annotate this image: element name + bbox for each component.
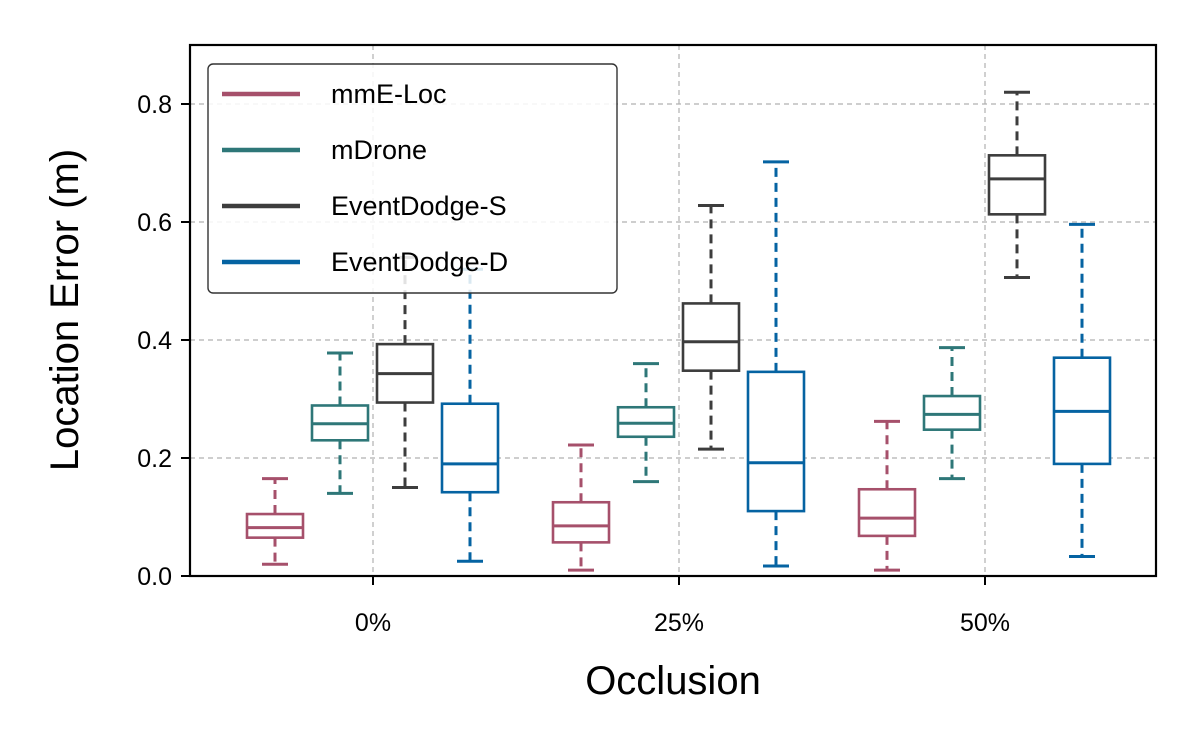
box-mme-loc-50pct (857, 419, 917, 572)
box-eventdodge-d-25pct (746, 160, 806, 568)
y-tick-label: 0.2 (137, 445, 172, 473)
legend: mmE-Loc mDrone EventDodge-S EventDodge-D (207, 63, 618, 294)
x-tick-label: 50% (960, 609, 1010, 637)
legend-entry: EventDodge-S (222, 191, 507, 221)
iqr-box (746, 370, 806, 513)
legend-entry: mDrone (222, 135, 427, 165)
box-mme-loc-0pct (245, 477, 305, 566)
plot-frame (188, 43, 1158, 578)
iqr-box (681, 302, 741, 372)
box-mme-loc-25pct (551, 443, 611, 572)
box-eventdodge-s-0pct (375, 255, 435, 489)
legend-entry: mmE-Loc (222, 79, 447, 109)
y-axis-title: Location Error (m) (43, 149, 87, 471)
x-tick-label: 25% (654, 609, 704, 637)
box-mdrone-50pct (922, 346, 982, 481)
legend-label: EventDodge-S (331, 191, 507, 221)
iqr-box (857, 487, 917, 538)
legend-label: EventDodge-D (331, 247, 508, 277)
box-eventdodge-s-50pct (987, 90, 1047, 279)
y-tick-label: 0.8 (137, 91, 172, 119)
y-tick-label: 0.6 (137, 209, 172, 237)
iqr-box (987, 154, 1047, 216)
box-eventdodge-d-0pct (440, 267, 500, 563)
legend-entry: EventDodge-D (222, 247, 508, 277)
legend-label: mDrone (331, 135, 427, 165)
x-axis-title: Occlusion (585, 659, 761, 703)
grid-lines (190, 45, 1156, 576)
box-mdrone-25pct (616, 362, 676, 484)
box-eventdodge-d-50pct (1052, 222, 1112, 559)
iqr-box (551, 500, 611, 544)
box-mdrone-0pct (310, 351, 370, 495)
iqr-box (245, 512, 305, 539)
iqr-box (440, 402, 500, 494)
y-tick-label: 0.4 (137, 327, 172, 355)
box-series (245, 90, 1112, 572)
box-eventdodge-s-25pct (681, 203, 741, 451)
legend-box (207, 63, 618, 294)
x-tick-label: 0% (355, 609, 391, 637)
axis-ticks: 0.0 0.2 0.4 0.6 0.8 0% 25% 50% (137, 91, 1010, 637)
y-tick-label: 0.0 (137, 563, 172, 591)
legend-label: mmE-Loc (331, 79, 447, 109)
